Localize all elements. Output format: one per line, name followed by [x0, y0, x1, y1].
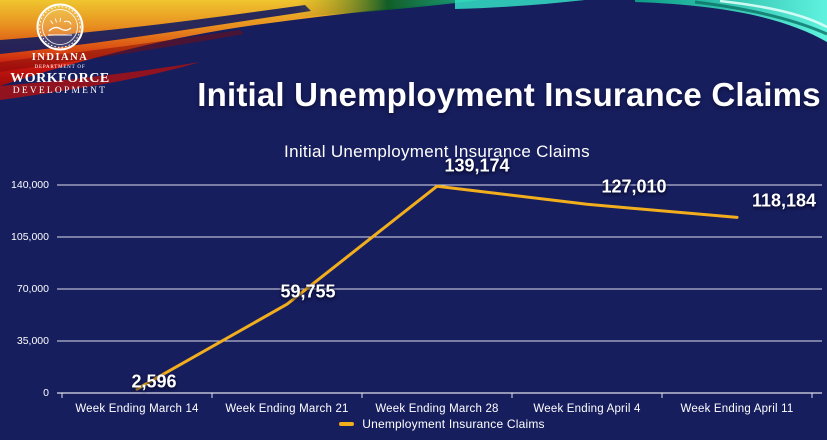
x-axis-category-label: Week Ending April 11 [680, 403, 794, 415]
logo-text-indiana: INDIANA [31, 52, 89, 63]
legend-series-label: Unemployment Insurance Claims [362, 417, 545, 431]
legend-line-marker-icon [339, 422, 355, 426]
y-axis-tick-label: 0 [43, 386, 49, 399]
data-point-label: 2,596 [131, 371, 177, 392]
data-point-label: 127,010 [601, 176, 667, 197]
y-axis-tick-label: 140,000 [11, 178, 49, 191]
chart-legend: Unemployment Insurance Claims [62, 417, 822, 431]
logo-text-workforce: WORKFORCE [10, 70, 110, 86]
logo-text-department-of: DEPARTMENT OF [34, 65, 86, 70]
page-title: Initial Unemployment Insurance Claims [197, 76, 821, 113]
x-axis-category-label: Week Ending March 14 [75, 403, 199, 415]
logo-text-development: DEVELOPMENT [12, 86, 108, 96]
x-axis-category-label: Week Ending March 28 [375, 403, 499, 415]
y-axis-tick-label: 70,000 [16, 282, 49, 295]
x-axis-category-label: Week Ending March 21 [225, 403, 349, 415]
y-axis-tick-label: 35,000 [16, 334, 49, 347]
y-axis-tick-label: 105,000 [11, 230, 49, 243]
agency-logo: INDIANA DEPARTMENT OF WORKFORCE DEVELOPM… [8, 2, 112, 97]
x-axis-category-label: Week Ending April 4 [533, 403, 641, 415]
data-point-label: 59,755 [280, 281, 336, 302]
claims-line-series [135, 184, 739, 391]
data-point-label: 139,174 [444, 155, 510, 176]
data-point-label: 118,184 [751, 190, 817, 211]
agency-seal-icon [36, 3, 84, 51]
chart-title: Initial Unemployment Insurance Claims [284, 142, 590, 161]
